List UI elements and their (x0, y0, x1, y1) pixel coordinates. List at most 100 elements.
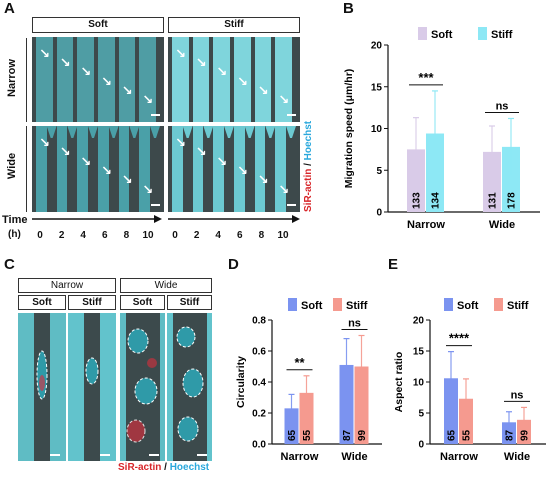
y-tick-label: 0.6 (252, 347, 266, 358)
cell-arrow-icon: ↘ (59, 144, 71, 160)
channel-wall (234, 126, 245, 212)
sample-size-label: 87 (342, 429, 353, 441)
channel-wall (56, 126, 68, 212)
channel-taper (244, 126, 255, 138)
micrograph-stiff-narrow: ↘ ↘ ↘ ↘ ↘ ↘ (168, 37, 300, 122)
chart-d-circularity: 0.0 0.2 0.4 0.6 0.8 Circularity Soft Stiff 65 55 *… (235, 298, 382, 463)
time-label: Time (2, 214, 28, 226)
time-unit: (h) (8, 229, 21, 240)
legend-label: Soft (301, 300, 323, 312)
time-tick-label: 6 (102, 230, 108, 241)
stain-actin-label: SiR-actin (303, 168, 314, 212)
sample-size-label: 99 (520, 429, 531, 441)
channel-taper (224, 126, 234, 138)
channel-taper (265, 126, 276, 138)
cell-arrow-icon: ↘ (278, 91, 290, 107)
channel-wall (254, 126, 266, 212)
panel-c-sub-stiff-narrow: Stiff (68, 295, 116, 310)
y-axis-label: Circularity (235, 356, 247, 408)
actin-spot (39, 375, 45, 391)
y-tick-label: 10 (413, 378, 425, 389)
legend-label: Soft (457, 300, 479, 312)
channel-taper (108, 126, 119, 138)
significance-label: *** (418, 70, 434, 85)
bar (339, 364, 354, 444)
cell-arrow-icon: ↘ (121, 172, 133, 188)
y-tick-label: 0.2 (252, 409, 266, 420)
channel-taper (286, 126, 296, 138)
bar (299, 392, 314, 444)
time-tick-label: 0 (37, 230, 43, 241)
y-tick-label: 0 (418, 440, 424, 451)
time-arrowhead-stiff (292, 215, 300, 223)
significance-label: ** (294, 355, 305, 370)
bar (459, 398, 473, 444)
x-category-label: Wide (341, 451, 367, 463)
channel-wall (118, 37, 136, 122)
channel-wall (275, 126, 286, 212)
channel-wall (36, 126, 47, 212)
y-tick-label: 20 (413, 316, 425, 327)
micrograph-soft-narrow: ↘ ↘ ↘ ↘ ↘ ↘ (32, 37, 164, 122)
panel-letter-a: A (4, 0, 15, 17)
time-arrows (32, 215, 300, 223)
cell-arrow-icon: ↘ (39, 135, 50, 150)
panel-c-header-narrow: Narrow (18, 278, 116, 293)
legend-swatch (333, 298, 342, 311)
sample-size-label: 99 (357, 429, 368, 441)
y-tick-label: 5 (376, 166, 382, 177)
sample-size-label: 178 (507, 192, 518, 209)
time-tick-label: 2 (193, 230, 200, 241)
cell-arrow-icon: ↘ (237, 73, 248, 89)
scale-bar (287, 204, 296, 206)
panel-c-sub-soft-narrow: Soft (18, 295, 66, 310)
channel-wall (234, 37, 251, 122)
channel-wall (98, 126, 109, 212)
legend-swatch (494, 298, 503, 311)
significance-label: ns (348, 318, 361, 330)
cell-arrow-icon: ↘ (216, 64, 228, 80)
stain-actin-label: SiR-actin (118, 462, 162, 473)
cell-arrow-icon: ↘ (257, 172, 269, 188)
cell-outline (127, 328, 149, 354)
panel-c-sub-stiff-wide: Stiff (167, 295, 212, 310)
panel-c-sub-soft-wide: Soft (120, 295, 165, 310)
cell-outline (126, 419, 146, 443)
micrograph-soft-wide: ↘ ↘ ↘ ↘ ↘ ↘ (32, 126, 164, 212)
scale-bar (151, 204, 160, 206)
time-tick-label: 10 (277, 230, 289, 241)
bar (502, 422, 516, 444)
panel-c-micrographs (18, 313, 212, 461)
sample-size-label: 65 (447, 429, 458, 441)
sample-size-label: 133 (412, 192, 423, 209)
sample-size-label: 55 (302, 429, 313, 441)
scale-bar (197, 454, 207, 456)
legend-swatch (444, 298, 453, 311)
cell-arrow-icon: ↘ (175, 46, 186, 61)
legend-label: Soft (431, 29, 453, 41)
x-category-label: Narrow (281, 451, 319, 463)
time-tick-label: 10 (142, 230, 154, 241)
time-tick-label: 4 (80, 230, 86, 241)
cell-arrow-icon: ↘ (216, 153, 228, 169)
panel-a-header-soft: Soft (32, 17, 164, 33)
scale-bar (287, 114, 296, 116)
legend-swatch (418, 27, 427, 40)
micrograph-c-narrow-stiff-channel (84, 313, 100, 461)
panel-a-row-label-wide: Wide (6, 152, 18, 180)
panel-letter-c: C (4, 256, 15, 273)
channel-taper (67, 126, 78, 138)
cell-arrow-icon: ↘ (195, 55, 207, 71)
legend-swatch (478, 27, 487, 40)
y-axis-label: Migration speed (μm/hr) (343, 69, 355, 189)
panel-letter-e: E (388, 256, 399, 273)
y-tick-label: 15 (371, 82, 383, 93)
cell-outline (176, 326, 196, 348)
scale-bar (151, 114, 160, 116)
panel-letter-d: D (228, 256, 239, 273)
sample-size-label: 134 (431, 192, 442, 209)
cell-outline (182, 368, 204, 398)
cell-arrow-icon: ↘ (142, 91, 154, 107)
bar (444, 378, 458, 444)
actin-spot (147, 358, 157, 368)
